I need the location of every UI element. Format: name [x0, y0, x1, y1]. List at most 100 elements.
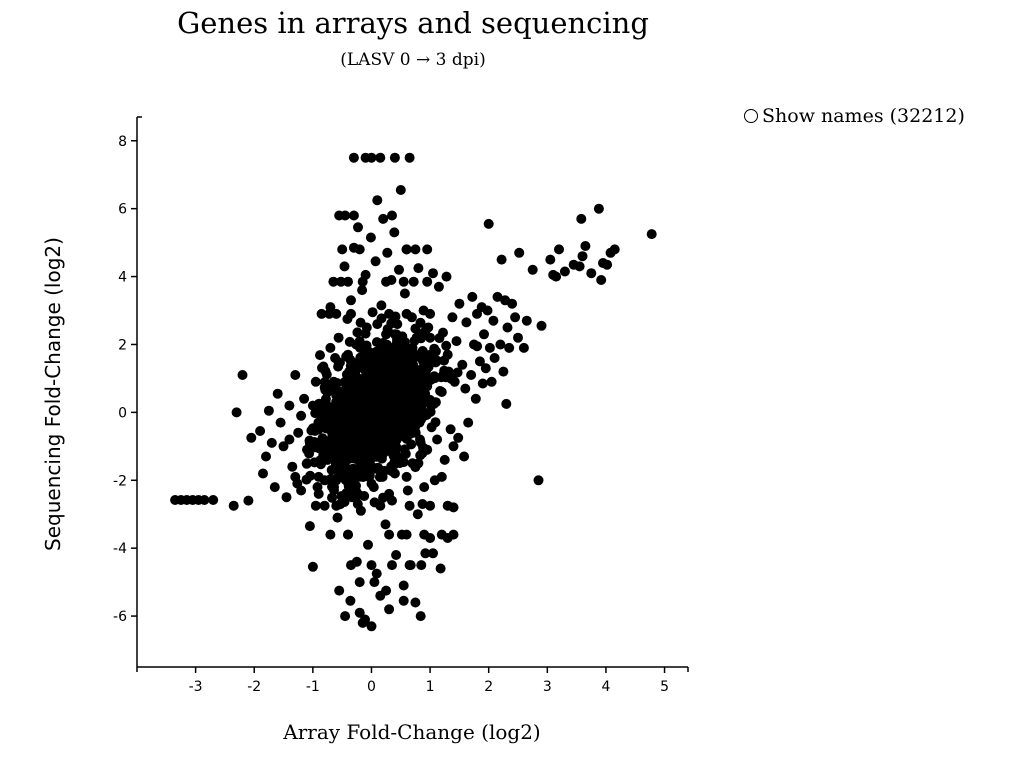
data-point	[384, 529, 395, 540]
data-point	[314, 443, 325, 454]
data-point	[376, 365, 387, 376]
data-point	[357, 353, 368, 364]
data-point	[577, 251, 588, 262]
data-point	[345, 595, 356, 606]
data-point	[337, 244, 348, 255]
data-point	[521, 315, 532, 326]
data-point	[447, 312, 458, 323]
data-points	[170, 152, 657, 632]
data-point	[609, 244, 620, 255]
data-point	[484, 342, 495, 353]
data-point	[428, 268, 438, 279]
data-point	[461, 317, 472, 328]
data-point	[363, 388, 374, 399]
data-point	[426, 422, 437, 433]
x-tick-label: 4	[601, 679, 610, 695]
data-point	[355, 317, 366, 328]
show-names-toggle[interactable]: Show names (32212)	[744, 105, 965, 127]
x-axis-title: Array Fold-Change (log2)	[282, 720, 540, 744]
data-point	[381, 276, 392, 287]
data-point	[343, 276, 353, 287]
data-point	[479, 329, 489, 340]
data-point	[376, 300, 387, 311]
data-point	[331, 396, 342, 407]
data-point	[327, 492, 337, 503]
data-point	[454, 298, 465, 309]
data-point	[453, 432, 464, 443]
data-point	[398, 580, 409, 591]
data-point	[334, 585, 345, 596]
data-point	[439, 355, 449, 366]
data-point	[255, 426, 266, 436]
data-point	[467, 291, 478, 302]
data-point	[338, 457, 349, 468]
data-point	[417, 499, 428, 509]
data-point	[351, 410, 362, 421]
data-point	[336, 491, 347, 502]
data-point	[431, 355, 442, 366]
data-point	[266, 437, 277, 448]
data-point	[518, 342, 529, 353]
data-point	[316, 308, 327, 319]
data-point	[366, 439, 376, 450]
data-point	[287, 461, 298, 472]
data-point	[457, 359, 468, 370]
chart-subtitle: (LASV 0 → 3 dpi)	[340, 50, 486, 70]
data-point	[317, 362, 327, 373]
radio-circle-icon[interactable]	[744, 109, 758, 123]
data-point	[388, 394, 399, 405]
data-point	[502, 322, 513, 333]
data-point	[401, 244, 412, 255]
data-point	[299, 393, 310, 404]
data-point	[387, 210, 397, 221]
data-point	[441, 271, 452, 282]
data-point	[301, 474, 312, 485]
data-point	[352, 499, 363, 509]
data-point	[386, 318, 397, 329]
data-point	[341, 475, 352, 486]
data-point	[514, 247, 525, 258]
data-point	[419, 482, 430, 493]
data-point	[332, 449, 343, 460]
y-tick-label: 2	[118, 337, 127, 353]
data-point	[381, 585, 392, 596]
data-point	[368, 356, 379, 366]
data-point	[445, 424, 456, 435]
data-point	[357, 617, 368, 628]
data-point	[391, 550, 402, 560]
data-point	[290, 370, 301, 380]
data-point	[480, 363, 491, 374]
y-tick-label: -6	[113, 609, 127, 625]
data-point	[402, 485, 413, 496]
data-point	[451, 336, 462, 347]
data-point	[388, 451, 399, 462]
x-tick-label: 2	[484, 679, 493, 695]
data-point	[261, 451, 271, 462]
data-point	[385, 373, 395, 384]
data-point	[353, 222, 363, 233]
data-point	[398, 595, 409, 606]
data-point	[574, 261, 585, 272]
data-point	[281, 492, 292, 503]
data-point	[442, 500, 453, 511]
data-point	[401, 433, 412, 444]
data-point	[412, 417, 423, 428]
data-point	[420, 388, 431, 399]
y-axis-title: Sequencing Fold-Change (log2)	[41, 237, 65, 551]
data-point	[340, 611, 351, 622]
data-point	[420, 370, 431, 381]
data-point	[393, 404, 404, 415]
data-point	[364, 347, 375, 358]
data-point	[436, 529, 447, 540]
data-point	[398, 379, 409, 390]
data-point	[362, 423, 372, 434]
data-point	[513, 332, 523, 343]
x-tick-label: -1	[306, 679, 320, 695]
data-point	[472, 341, 483, 352]
data-point	[536, 320, 547, 331]
data-point	[545, 254, 556, 265]
data-point	[495, 339, 506, 350]
data-point	[432, 434, 443, 445]
data-point	[409, 335, 420, 346]
